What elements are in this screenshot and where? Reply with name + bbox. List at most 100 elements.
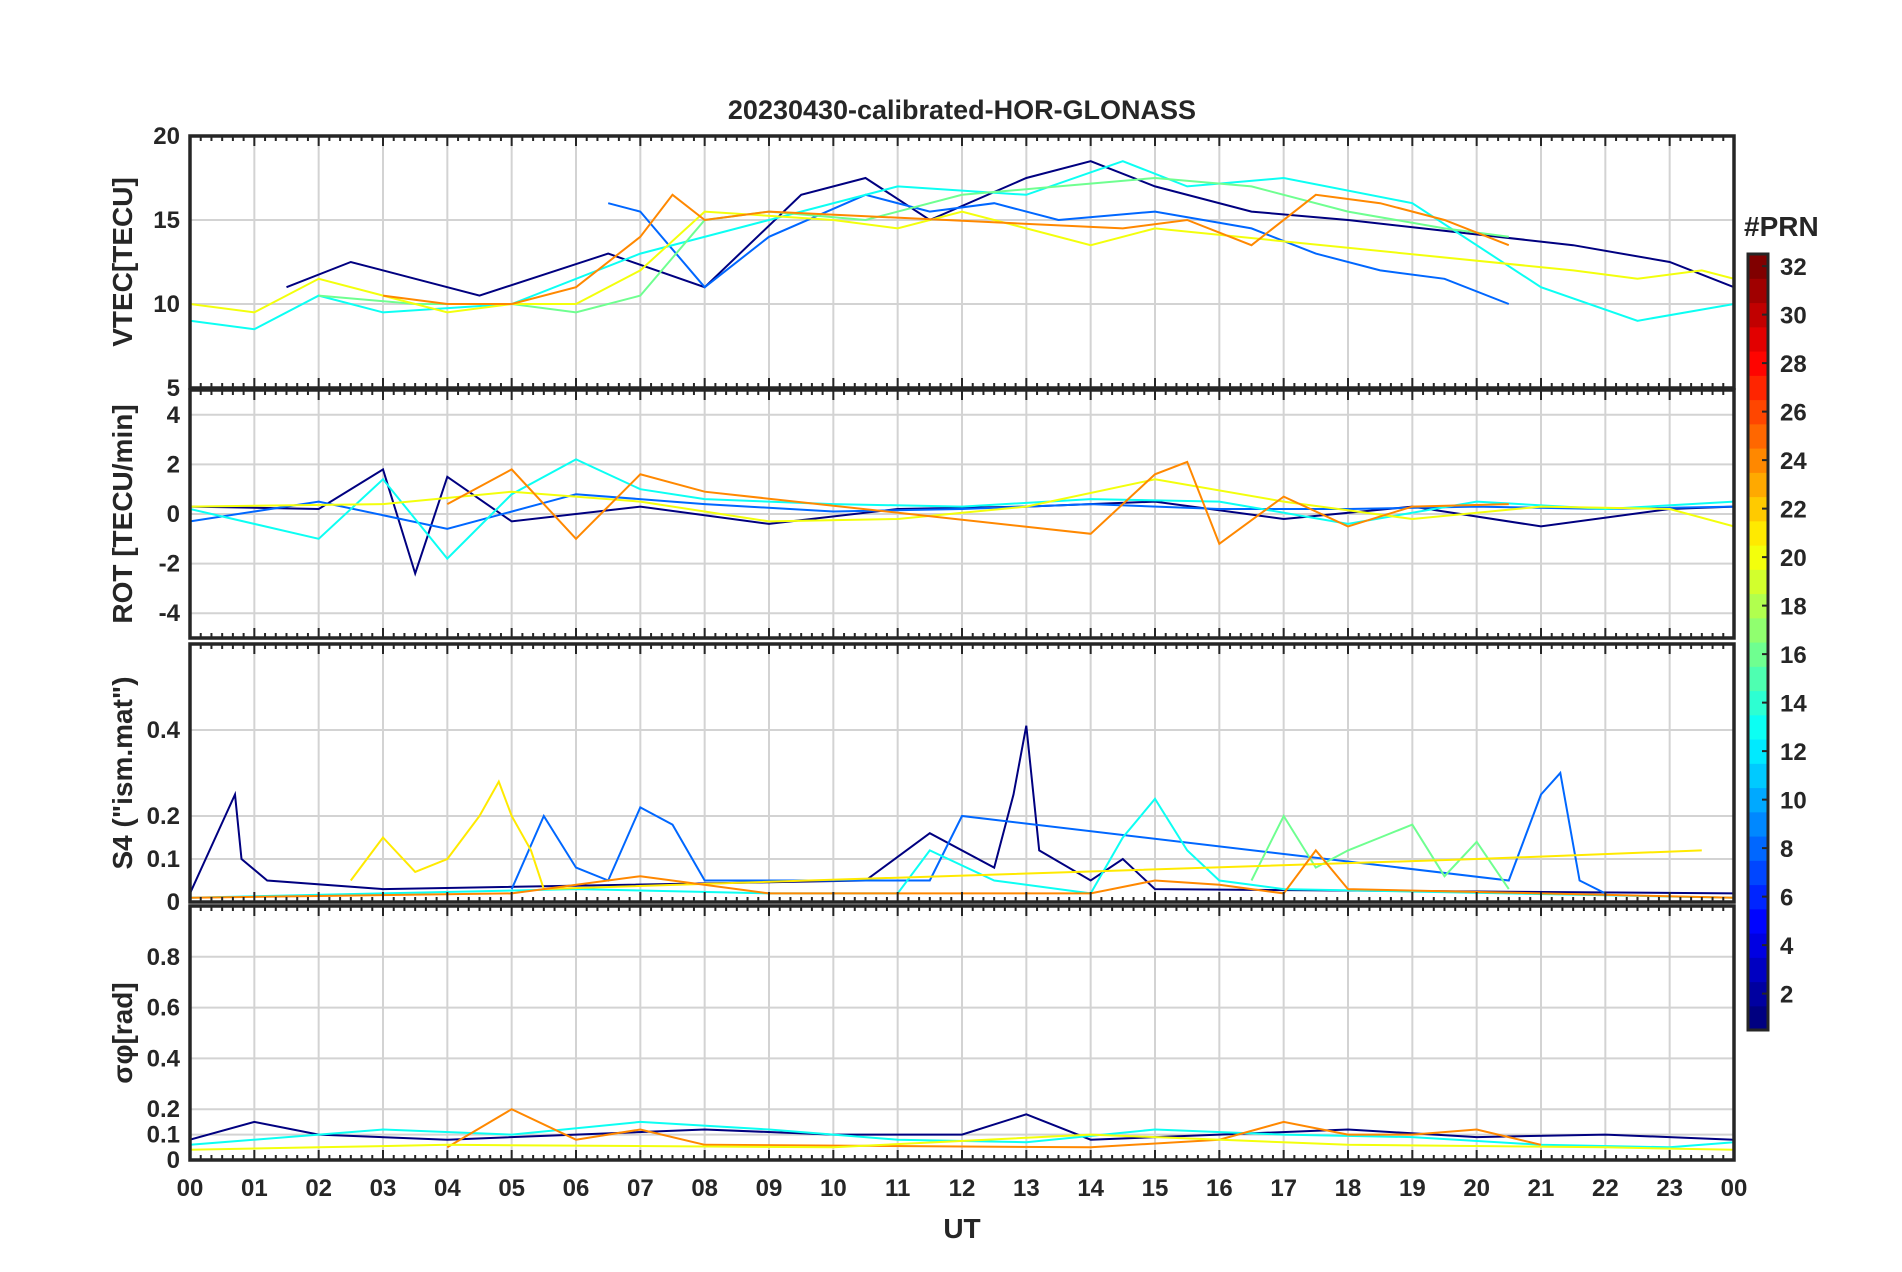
panel-sigmaphi: 00.10.2 0.4 0.6 0.8 σφ[rad] [107, 904, 1736, 1174]
x-tick-label: 16 [1206, 1175, 1233, 1202]
x-tick-label: 20 [1463, 1175, 1490, 1202]
series-line-prn-20 [190, 1133, 1734, 1151]
x-tick-label: 14 [1077, 1175, 1104, 1202]
colorbar-tick-label: 18 [1780, 594, 1807, 621]
x-tick-label: 06 [563, 1175, 590, 1202]
series-line-prn-24 [190, 848, 1734, 899]
colorbar-tick-label: 10 [1780, 788, 1807, 815]
x-tick-label: 21 [1528, 1175, 1555, 1202]
y-tick-label: 4 [167, 402, 181, 429]
x-tick-label: 17 [1270, 1175, 1297, 1202]
colorbar-tick-label: 16 [1780, 642, 1807, 669]
panel-rot: -4 -2 0 2 4 ROT [TECU/min] [107, 388, 1736, 640]
y-axis-label: VTEC[TECU] [107, 177, 138, 347]
series-line-prn-1 [190, 467, 1734, 577]
colorbar-segment [1748, 423, 1768, 449]
colorbar-segment [1748, 254, 1768, 279]
x-tick-label: 13 [1013, 1175, 1040, 1202]
colorbar-tick-label: 24 [1780, 448, 1807, 475]
x-tick-label: 10 [820, 1175, 847, 1202]
colorbar-segment [1748, 714, 1768, 740]
colorbar-segment [1748, 278, 1768, 304]
series-line-prn-24 [382, 193, 1510, 305]
y-tick-label: 0.6 [147, 995, 180, 1022]
colorbar-segment [1748, 520, 1768, 546]
colorbar-tick-label: 8 [1780, 836, 1793, 863]
y-tick-label: 5 [167, 375, 180, 402]
y-tick-label: 0 [167, 1147, 180, 1174]
x-tick-label: 09 [756, 1175, 783, 1202]
chart-title: 20230430-calibrated-HOR-GLONASS [728, 95, 1196, 125]
colorbar-tick-label: 12 [1780, 739, 1807, 766]
colorbar-segment [1748, 448, 1768, 473]
colorbar-segment [1748, 933, 1768, 958]
x-tick-label: 02 [305, 1175, 332, 1202]
colorbar-tick-label: 30 [1780, 303, 1807, 330]
colorbar-tick-label: 14 [1780, 691, 1807, 718]
series-line-prn-13 [190, 458, 1734, 561]
series-group [190, 458, 1734, 577]
x-tick-label: 07 [627, 1175, 654, 1202]
series-line-prn-8 [190, 493, 1734, 530]
y-tick-label: 0.1 [147, 1122, 180, 1149]
x-tick-label: 03 [370, 1175, 397, 1202]
series-line-prn-16 [318, 176, 1509, 314]
x-tick-label: 05 [498, 1175, 525, 1202]
panel-frame [188, 134, 1736, 390]
series-group [190, 160, 1734, 331]
series-line-prn-8 [510, 770, 1606, 895]
y-tick-label: 0.4 [147, 717, 181, 744]
y-tick-label: 0 [167, 501, 180, 528]
x-tick-label: 23 [1656, 1175, 1683, 1202]
colorbar-label: #PRN [1744, 211, 1819, 242]
colorbar-segment [1748, 545, 1768, 570]
colorbar-segment [1748, 569, 1768, 595]
panel-frame [188, 642, 1736, 904]
series-line-prn-24 [446, 1108, 1542, 1149]
x-tick-label: 15 [1142, 1175, 1169, 1202]
colorbar-segment [1748, 836, 1768, 861]
series-group [190, 725, 1734, 899]
y-tick-label: -4 [159, 600, 181, 627]
x-tick-label: 04 [434, 1175, 461, 1202]
x-tick-label: 22 [1592, 1175, 1619, 1202]
colorbar-segment [1748, 351, 1768, 376]
y-axis-label: σφ[rad] [107, 982, 138, 1083]
colorbar-segment [1748, 496, 1768, 522]
y-tick-label: 0.2 [147, 1096, 180, 1123]
panel-frame [188, 904, 1736, 1162]
colorbar-tick-label: 26 [1780, 400, 1807, 427]
y-tick-label: 0.4 [147, 1045, 181, 1072]
y-axis-label: S4 ("ism.mat") [107, 676, 138, 869]
colorbar-segment [1748, 690, 1768, 716]
x-tick-label: 12 [949, 1175, 976, 1202]
colorbar-tick-label: 4 [1780, 933, 1794, 960]
x-tick-label: 11 [885, 1175, 910, 1202]
y-tick-label: 0.8 [147, 944, 180, 971]
colorbar-segment [1748, 739, 1768, 764]
series-line-prn-21 [349, 779, 1702, 891]
series-line-prn-20 [190, 478, 1734, 528]
colorbar-tick-label: 2 [1780, 982, 1793, 1009]
x-axis: 00 01 02 03 04 05 06 07 08 09 10 11 12 13 14 15 16 17 18 19… [177, 1175, 1748, 1202]
series-line-prn-20 [190, 210, 1734, 314]
x-tick-label: 19 [1399, 1175, 1426, 1202]
series-line-prn-1 [190, 1113, 1734, 1141]
y-tick-label: 10 [153, 291, 180, 318]
x-tick-label: 08 [691, 1175, 718, 1202]
x-tick-label: 18 [1335, 1175, 1362, 1202]
x-tick-label: 00 [1721, 1175, 1748, 1202]
colorbar-segment [1748, 957, 1768, 983]
colorbar-segment [1748, 617, 1768, 643]
y-tick-label: 15 [153, 207, 180, 234]
colorbar-segment [1748, 1005, 1768, 1031]
series-line-prn-1 [286, 160, 1734, 297]
y-tick-label: 0.2 [147, 803, 180, 830]
series-line-prn-8 [607, 193, 1510, 305]
series-line-prn-13 [190, 797, 1734, 899]
y-tick-label: 20 [153, 123, 180, 150]
panel-vtec: 5 10 15 20 VTEC[TECU] [107, 123, 1736, 402]
